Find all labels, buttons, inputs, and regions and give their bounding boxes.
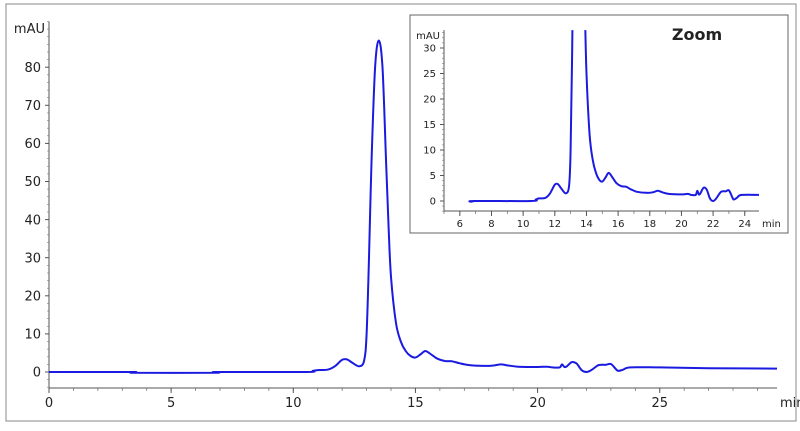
x-tick-label: 22 xyxy=(707,219,720,230)
y-tick-label: 50 xyxy=(24,175,41,190)
y-tick-label: 30 xyxy=(24,251,41,266)
x-axis-label: min xyxy=(762,219,781,230)
y-tick-label: 0 xyxy=(430,197,436,208)
x-tick-label: 0 xyxy=(45,396,53,411)
x-tick-label: 12 xyxy=(548,219,561,230)
y-tick-label: 40 xyxy=(24,213,41,228)
x-tick-label: 18 xyxy=(643,219,656,230)
x-tick-label: 16 xyxy=(612,219,625,230)
x-tick-label: 24 xyxy=(738,219,751,230)
y-tick-label: 10 xyxy=(423,146,436,157)
x-tick-label: 10 xyxy=(285,396,302,411)
x-tick-label: 5 xyxy=(167,396,175,411)
y-axis-label: mAU xyxy=(14,22,45,37)
y-tick-label: 15 xyxy=(423,120,436,131)
inset-border xyxy=(409,14,789,234)
x-tick-label: 20 xyxy=(529,396,546,411)
y-tick-label: 0 xyxy=(33,366,41,381)
x-tick-label: 14 xyxy=(580,219,593,230)
x-axis-label: min xyxy=(780,396,800,411)
y-tick-label: 10 xyxy=(24,328,41,343)
y-tick-label: 80 xyxy=(24,61,41,76)
x-tick-label: 8 xyxy=(488,219,494,230)
inset-chart: 0 5 10 15 20 25 30 6 8 10 12 14 16 18 20 22 24 mAU min Zoom xyxy=(416,25,781,230)
y-tick-label: 25 xyxy=(423,69,436,80)
x-tick-label: 10 xyxy=(517,219,530,230)
y-tick-label: 70 xyxy=(24,99,41,114)
x-tick-label: 15 xyxy=(407,396,424,411)
y-tick-label: 20 xyxy=(24,289,41,304)
x-tick-label: 20 xyxy=(675,219,688,230)
y-tick-label: 5 xyxy=(430,171,436,182)
chromatogram-trace xyxy=(468,30,759,203)
chromatogram-trace xyxy=(49,39,777,374)
y-tick-label: 60 xyxy=(24,137,41,152)
y-axis-label: mAU xyxy=(416,31,440,42)
y-tick-label: 30 xyxy=(423,44,436,55)
y-tick-label: 20 xyxy=(423,95,436,106)
main-chart: 010203040506070800510152025mAUmin xyxy=(14,21,800,411)
inset-title: Zoom xyxy=(672,25,722,44)
x-tick-label: 25 xyxy=(651,396,668,411)
x-tick-label: 6 xyxy=(457,219,463,230)
